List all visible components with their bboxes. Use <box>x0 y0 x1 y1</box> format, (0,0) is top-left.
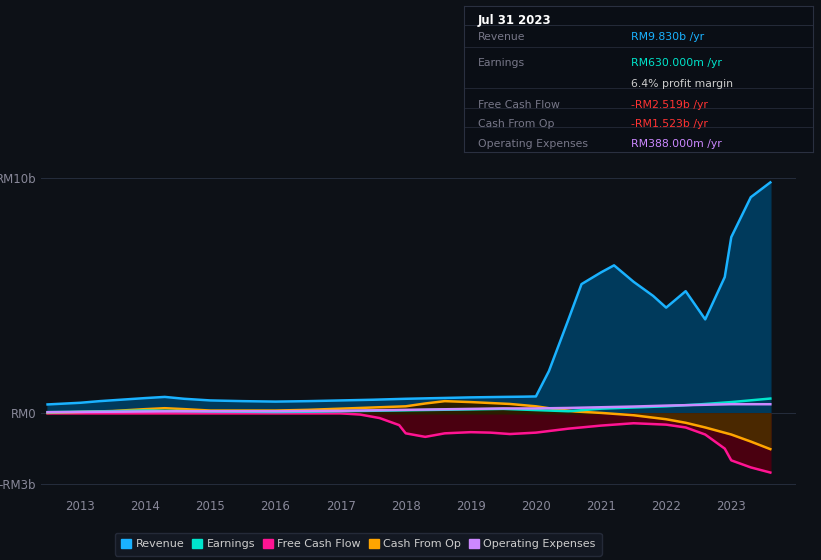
Text: Operating Expenses: Operating Expenses <box>478 139 588 149</box>
Text: RM630.000m /yr: RM630.000m /yr <box>631 58 722 68</box>
Text: Jul 31 2023: Jul 31 2023 <box>478 15 552 27</box>
Text: -RM2.519b /yr: -RM2.519b /yr <box>631 100 709 110</box>
Text: Free Cash Flow: Free Cash Flow <box>478 100 560 110</box>
Text: Cash From Op: Cash From Op <box>478 119 554 129</box>
Legend: Revenue, Earnings, Free Cash Flow, Cash From Op, Operating Expenses: Revenue, Earnings, Free Cash Flow, Cash … <box>115 533 602 556</box>
Text: RM388.000m /yr: RM388.000m /yr <box>631 139 722 149</box>
Text: -RM1.523b /yr: -RM1.523b /yr <box>631 119 709 129</box>
Text: 6.4% profit margin: 6.4% profit margin <box>631 79 733 89</box>
Text: RM9.830b /yr: RM9.830b /yr <box>631 32 704 42</box>
Text: Earnings: Earnings <box>478 58 525 68</box>
Text: Revenue: Revenue <box>478 32 525 42</box>
